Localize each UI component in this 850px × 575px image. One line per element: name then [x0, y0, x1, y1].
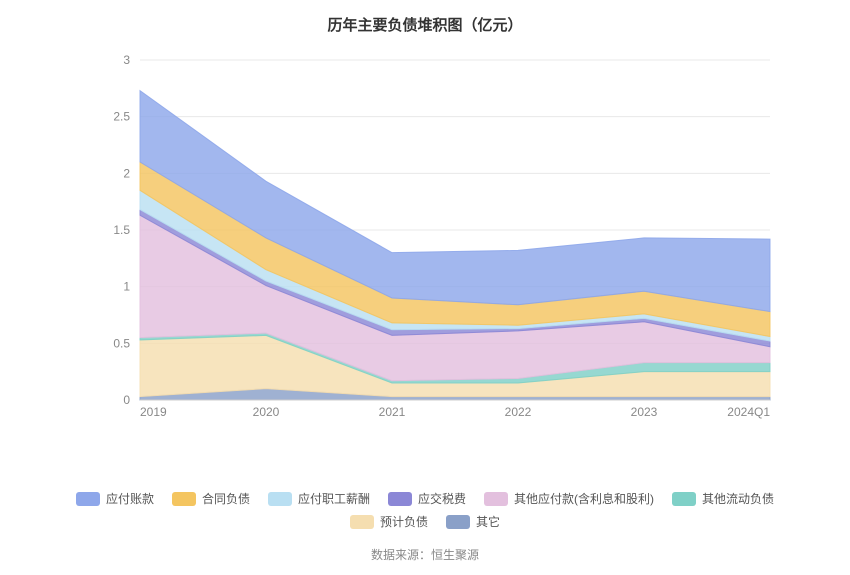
- svg-text:1.5: 1.5: [113, 223, 130, 237]
- legend-swatch: [268, 492, 292, 506]
- legend-swatch: [672, 492, 696, 506]
- svg-text:2.5: 2.5: [113, 110, 130, 124]
- svg-text:0.5: 0.5: [113, 336, 130, 350]
- legend-item[interactable]: 预计负债: [350, 513, 428, 530]
- legend-label: 应付账款: [106, 490, 154, 507]
- legend-swatch: [484, 492, 508, 506]
- svg-text:2024Q1: 2024Q1: [727, 405, 770, 419]
- legend-item[interactable]: 其它: [446, 513, 500, 530]
- svg-text:0: 0: [123, 393, 130, 407]
- svg-text:2: 2: [123, 166, 130, 180]
- svg-text:2021: 2021: [379, 405, 406, 419]
- legend-item[interactable]: 应付账款: [76, 490, 154, 507]
- legend-item[interactable]: 其他应付款(含利息和股利): [484, 490, 654, 507]
- legend-item[interactable]: 应付职工薪酬: [268, 490, 370, 507]
- svg-text:2023: 2023: [631, 405, 658, 419]
- svg-text:2020: 2020: [253, 405, 280, 419]
- legend-label: 合同负债: [202, 490, 250, 507]
- chart-plot-area: 0 0.5 1 1.5 2 2.5 3 2019 2020 2021 2022 2023 2024Q1: [100, 50, 780, 430]
- legend: 应付账款 合同负债 应付职工薪酬 应交税费 其他应付款(含利息和股利) 其他流动负债预计负…: [0, 490, 850, 530]
- legend-item[interactable]: 合同负债: [172, 490, 250, 507]
- svg-text:3: 3: [123, 53, 130, 67]
- legend-label: 其他流动负债: [702, 490, 774, 507]
- legend-label: 应付职工薪酬: [298, 490, 370, 507]
- legend-item[interactable]: 其他流动负债: [672, 490, 774, 507]
- legend-swatch: [388, 492, 412, 506]
- legend-label: 其他应付款(含利息和股利): [514, 490, 654, 507]
- svg-text:1: 1: [123, 280, 130, 294]
- legend-label: 应交税费: [418, 490, 466, 507]
- chart-title: 历年主要负债堆积图（亿元）: [0, 0, 850, 35]
- legend-swatch: [76, 492, 100, 506]
- data-source-label: 数据来源：恒生聚源: [0, 546, 850, 563]
- legend-label: 预计负债: [380, 513, 428, 530]
- svg-text:2019: 2019: [140, 405, 167, 419]
- legend-swatch: [172, 492, 196, 506]
- legend-item[interactable]: 应交税费: [388, 490, 466, 507]
- legend-swatch: [350, 515, 374, 529]
- svg-text:2022: 2022: [505, 405, 532, 419]
- legend-label: 其它: [476, 513, 500, 530]
- legend-swatch: [446, 515, 470, 529]
